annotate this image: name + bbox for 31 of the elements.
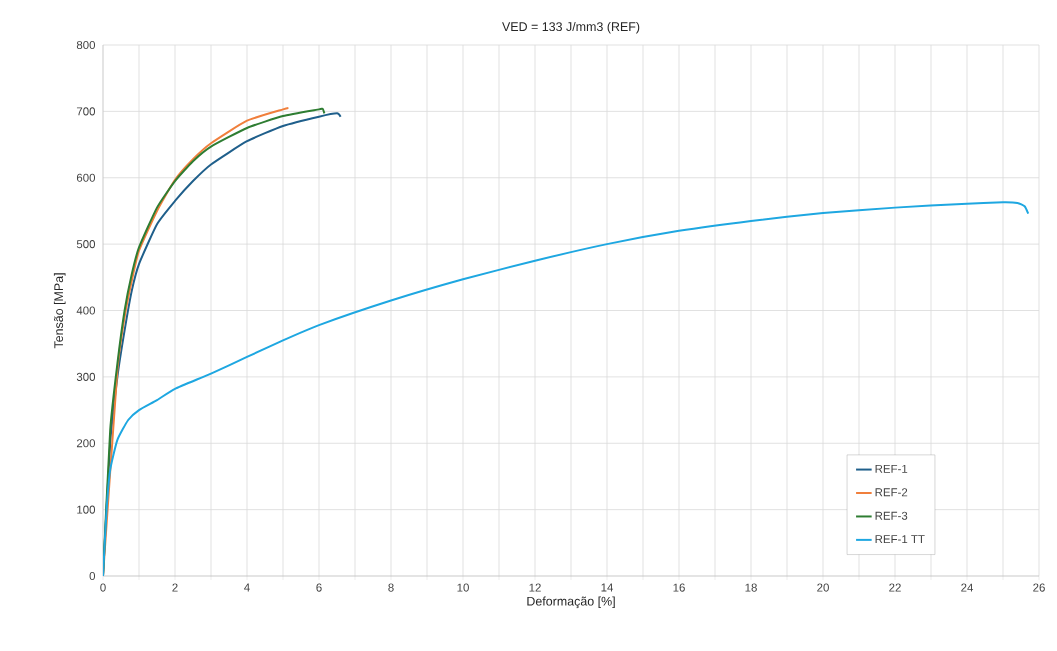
x-tick-label: 26 <box>1033 583 1045 592</box>
y-tick-label: 0 <box>89 571 96 581</box>
y-tick-label: 400 <box>76 306 96 315</box>
y-tick-label: 300 <box>76 372 96 381</box>
x-tick-label: 14 <box>601 583 614 592</box>
chart-title: VED = 133 J/mm3 (REF) <box>502 21 640 34</box>
x-axis-title: Deformação [%] <box>527 596 615 609</box>
x-tick-label: 12 <box>529 583 541 592</box>
x-tick-label: 4 <box>244 583 250 592</box>
x-tick-label: 24 <box>961 583 974 592</box>
y-tick-label: 200 <box>76 439 96 448</box>
legend-label: REF-2 <box>875 488 908 497</box>
y-tick-label: 700 <box>76 107 96 116</box>
x-tick-label: 10 <box>457 583 469 592</box>
y-tick-label: 600 <box>76 173 96 182</box>
legend-label: REF-1 <box>875 464 908 473</box>
x-tick-label: 22 <box>889 583 901 592</box>
y-tick-label: 800 <box>76 40 96 50</box>
legend-label: REF-3 <box>875 511 908 520</box>
y-tick-label: 500 <box>76 240 96 249</box>
y-axis-title: Tensão [MPa] <box>53 273 66 349</box>
x-tick-label: 18 <box>745 583 757 592</box>
line-series <box>103 201 1030 576</box>
x-tick-label: 0 <box>100 583 106 592</box>
x-tick-label: 16 <box>673 583 685 592</box>
x-tick-label: 8 <box>388 583 394 592</box>
y-tick-label: 100 <box>77 505 96 514</box>
x-tick-label: 6 <box>316 583 322 592</box>
legend-label: REF-1 TT <box>875 535 925 544</box>
x-tick-label: 20 <box>817 583 829 592</box>
x-tick-label: 2 <box>172 583 178 592</box>
